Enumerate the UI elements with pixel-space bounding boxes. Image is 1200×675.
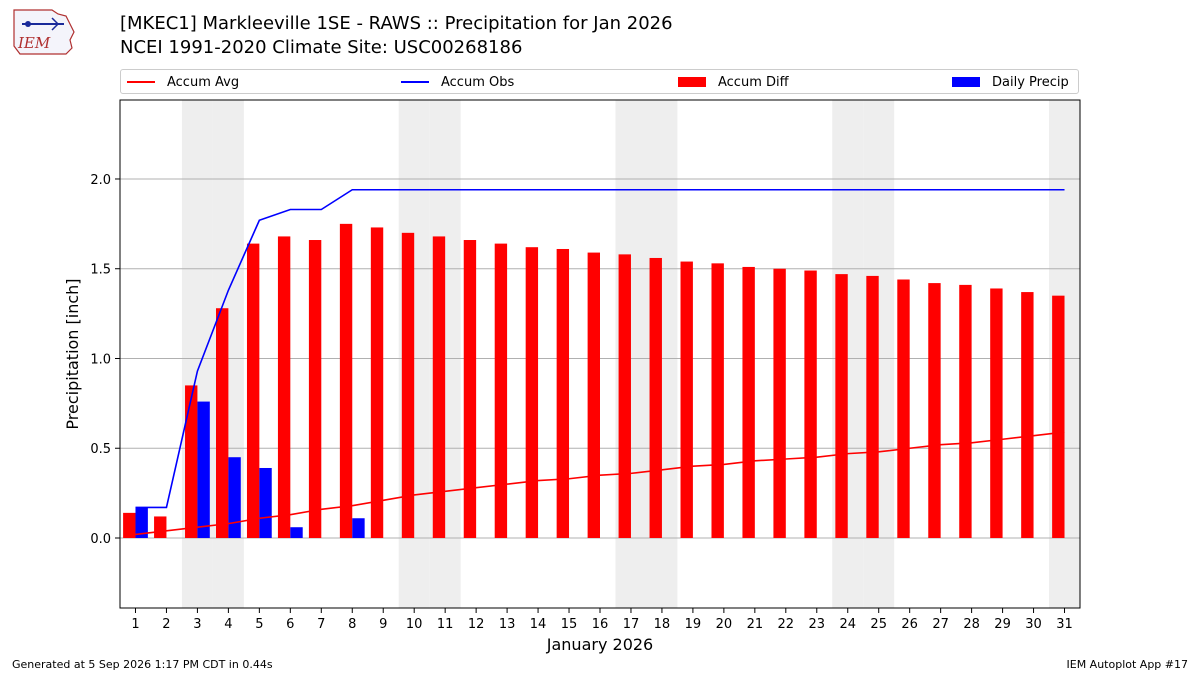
accum-diff-bar xyxy=(866,275,879,538)
legend-item-accum-obs: Accum Obs xyxy=(401,73,514,91)
accum-diff-bar xyxy=(804,270,817,538)
accum-diff-bar xyxy=(773,268,786,538)
y-tick-label: 1.0 xyxy=(90,352,111,367)
x-tick-label: 24 xyxy=(839,617,856,632)
x-tick-label: 31 xyxy=(1056,617,1073,632)
daily-precip-bar xyxy=(290,527,303,538)
y-axis-label: Precipitation [inch] xyxy=(63,278,82,429)
legend-label-daily-precip: Daily Precip xyxy=(992,74,1069,90)
legend-item-accum-avg: Accum Avg xyxy=(127,73,239,91)
accum-avg-line xyxy=(135,431,1065,536)
daily-precip-bar xyxy=(259,467,272,538)
x-tick-label: 13 xyxy=(499,617,516,632)
accum-diff-bar xyxy=(463,240,477,538)
accum-diff-bar xyxy=(649,257,662,538)
y-tick-label: 0.0 xyxy=(90,532,111,547)
accum-diff-bar xyxy=(401,232,415,538)
iem-logo: IEM xyxy=(13,9,75,55)
legend-label-accum-diff: Accum Diff xyxy=(718,74,789,90)
accum-obs-line xyxy=(135,188,1065,509)
app-footer: IEM Autoplot App #17 xyxy=(1066,658,1189,671)
x-tick-label: 30 xyxy=(1025,617,1042,632)
x-tick-label: 6 xyxy=(286,617,294,632)
x-tick-label: 15 xyxy=(561,617,578,632)
generated-footer: Generated at 5 Sep 2026 1:17 PM CDT in 0… xyxy=(12,658,273,671)
accum-diff-bar xyxy=(959,284,972,538)
accum-diff-bar xyxy=(154,516,167,538)
x-tick-label: 2 xyxy=(162,617,170,632)
x-tick-label: 22 xyxy=(778,617,795,632)
accum-diff-bar xyxy=(556,248,570,538)
accum-diff-bar xyxy=(928,283,941,538)
daily-precip-bar xyxy=(352,518,365,538)
daily-precip-bar xyxy=(197,401,210,538)
accum-diff-bar xyxy=(339,223,353,538)
accum-diff-bar xyxy=(216,308,229,538)
x-tick-label: 5 xyxy=(255,617,263,632)
accum-diff-bar xyxy=(123,512,136,538)
x-tick-label: 14 xyxy=(530,617,547,632)
x-tick-label: 27 xyxy=(932,617,949,632)
x-tick-label: 8 xyxy=(348,617,356,632)
x-tick-label: 23 xyxy=(809,617,826,632)
x-axis-label: January 2026 xyxy=(546,635,653,654)
accum-diff-bar xyxy=(277,236,291,538)
y-tick-label: 0.5 xyxy=(90,442,111,457)
x-tick-label: 28 xyxy=(963,617,980,632)
accum-diff-bar xyxy=(680,261,693,538)
x-tick-label: 21 xyxy=(747,617,764,632)
accum-diff-bar xyxy=(897,279,910,538)
x-tick-label: 19 xyxy=(685,617,702,632)
y-tick-label: 2.0 xyxy=(90,173,111,188)
legend-label-accum-obs: Accum Obs xyxy=(441,74,515,90)
legend-swatch-daily-precip xyxy=(952,77,980,87)
accum-diff-bar xyxy=(308,240,322,538)
accum-diff-bar xyxy=(185,385,198,538)
daily-precip-bar xyxy=(228,457,241,538)
x-tick-label: 7 xyxy=(317,617,325,632)
legend-item-accum-diff: Accum Diff xyxy=(678,73,789,91)
daily-precip-bar xyxy=(135,507,148,538)
x-tick-label: 4 xyxy=(224,617,232,632)
accum-diff-bar xyxy=(835,274,848,538)
legend-label-accum-avg: Accum Avg xyxy=(167,74,240,90)
accum-diff-bar xyxy=(990,288,1003,538)
chart-title: [MKEC1] Markleeville 1SE - RAWS :: Preci… xyxy=(120,13,673,34)
accum-diff-bar xyxy=(711,263,724,538)
accum-diff-bar xyxy=(1052,295,1065,538)
x-tick-label: 26 xyxy=(901,617,918,632)
x-tick-label: 20 xyxy=(716,617,733,632)
legend-item-daily-precip: Daily Precip xyxy=(952,73,1069,91)
legend: Accum Avg Accum Obs Accum Diff Daily Pre… xyxy=(120,69,1079,94)
chart-subtitle: NCEI 1991-2020 Climate Site: USC00268186 xyxy=(120,37,523,58)
legend-swatch-accum-obs xyxy=(401,81,429,83)
x-tick-label: 1 xyxy=(131,617,139,632)
x-tick-label: 16 xyxy=(592,617,609,632)
y-tick-label: 1.5 xyxy=(90,263,111,278)
accum-diff-bar xyxy=(246,243,260,538)
accum-diff-bar xyxy=(494,243,508,538)
accum-diff-bar xyxy=(742,266,755,538)
accum-diff-bar xyxy=(587,252,600,538)
legend-swatch-accum-avg xyxy=(127,81,155,83)
x-tick-label: 29 xyxy=(994,617,1011,632)
x-tick-label: 3 xyxy=(193,617,201,632)
x-tick-label: 17 xyxy=(623,617,640,632)
accum-diff-bar xyxy=(1021,292,1034,538)
x-tick-label: 18 xyxy=(654,617,671,632)
x-tick-label: 10 xyxy=(406,617,423,632)
accum-diff-bar xyxy=(525,247,539,538)
logo-text: IEM xyxy=(17,34,51,52)
accum-diff-bar xyxy=(370,227,384,538)
accum-diff-bar xyxy=(618,254,631,538)
x-tick-label: 9 xyxy=(379,617,387,632)
x-tick-label: 12 xyxy=(468,617,485,632)
x-tick-label: 25 xyxy=(870,617,887,632)
accum-diff-bar xyxy=(432,236,446,538)
legend-swatch-accum-diff xyxy=(678,77,706,87)
x-tick-label: 11 xyxy=(437,617,454,632)
